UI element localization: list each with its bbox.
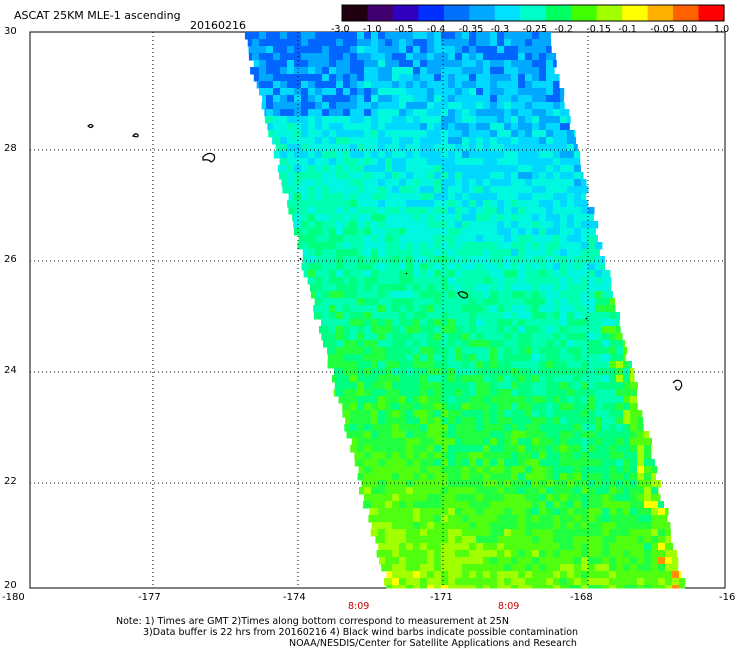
colorbar-label: 1.0 (714, 24, 730, 35)
colorbar-label: -0.25 (522, 24, 548, 35)
map-gridlines (30, 32, 725, 588)
colorbar-swatch (469, 5, 496, 21)
note-line-1: Note: 1) Times are GMT 2)Times along bot… (116, 616, 509, 627)
island-outline (87, 123, 94, 129)
lat-label: 24 (4, 365, 17, 376)
product-title: ASCAT 25KM MLE-1 ascending (14, 9, 181, 22)
time-label: 8:09 (348, 601, 370, 612)
colorbar-label: -0.15 (586, 24, 611, 35)
lon-label: -171 (430, 592, 453, 603)
colorbar-swatch (520, 5, 547, 21)
lon-label: -177 (138, 592, 161, 603)
island-outline (405, 272, 408, 275)
colorbar-label: 0.0 (682, 24, 698, 35)
time-label: 8:09 (498, 601, 520, 612)
lat-label: 28 (4, 143, 17, 154)
island-outline (299, 257, 302, 261)
lon-label: -16 (719, 592, 736, 603)
colorbar-label: -3.0 (331, 24, 350, 35)
colorbar-swatch (698, 5, 725, 21)
colorbar-swatch (673, 5, 700, 21)
colorbar-label: -0.1 (618, 24, 637, 35)
note-line-2: 3)Data buffer is 22 hrs from 20160216 4)… (143, 627, 579, 638)
colorbar-swatch (367, 5, 394, 21)
colorbar-label: -0.05 (650, 24, 675, 35)
lon-label: -168 (570, 592, 593, 603)
lon-label: -174 (283, 592, 306, 603)
colorbar-swatch (342, 5, 369, 21)
colorbar-label: -0.35 (458, 24, 484, 35)
colorbar-swatch (545, 5, 572, 21)
lat-label: 30 (4, 26, 17, 37)
lat-label: 20 (4, 580, 17, 591)
credit-line: NOAA/NESDIS/Center for Satellite Applica… (289, 638, 577, 649)
colorbar-swatch (571, 5, 598, 21)
ascat-swath (244, 32, 686, 589)
colorbar-label: -0.3 (490, 24, 510, 35)
colorbar-label: -0.5 (394, 24, 414, 35)
island-outline (672, 379, 683, 391)
lon-label: -180 (2, 592, 25, 603)
colorbar (341, 4, 725, 22)
colorbar-swatch (596, 5, 623, 21)
colorbar-swatch (392, 5, 419, 21)
lat-label: 22 (4, 476, 17, 487)
colorbar-swatch (443, 5, 470, 21)
island-outline (132, 133, 139, 138)
lat-label: 26 (4, 254, 17, 265)
island-coastlines (87, 123, 683, 391)
colorbar-label: -0.4 (426, 24, 446, 35)
colorbar-swatch (418, 5, 445, 21)
island-outline (202, 152, 216, 163)
colorbar-label: -1.0 (362, 24, 382, 35)
island-outline (585, 317, 588, 320)
colorbar-swatch (494, 5, 521, 21)
colorbar-swatch (647, 5, 674, 21)
colorbar-label: -0.2 (554, 24, 573, 35)
island-outline (457, 291, 469, 299)
colorbar-frame (341, 4, 725, 22)
colorbar-swatch (622, 5, 649, 21)
product-date: 20160216 (190, 19, 246, 32)
